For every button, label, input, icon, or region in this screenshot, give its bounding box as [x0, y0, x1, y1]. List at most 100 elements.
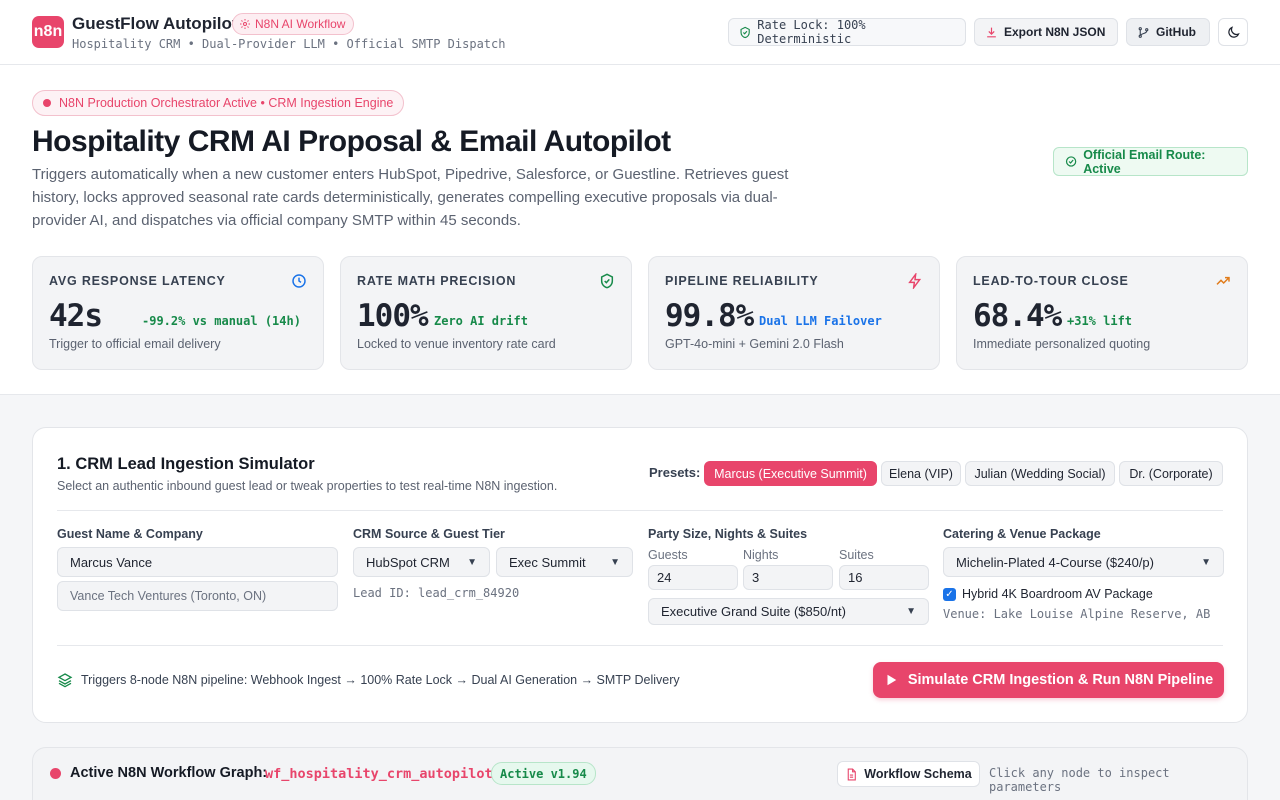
- metric-label: AVG RESPONSE LATENCY: [49, 274, 226, 288]
- preset-elena[interactable]: Elena (VIP): [881, 461, 961, 486]
- catering-value: Michelin-Plated 4-Course ($240/p): [956, 554, 1154, 570]
- orchestrator-status-pill: N8N Production Orchestrator Active • CRM…: [32, 90, 405, 116]
- pipeline-note-text: Triggers 8-node N8N pipeline: Webhook In…: [81, 673, 680, 687]
- catering-select[interactable]: Michelin-Plated 4-Course ($240/p) ▼: [943, 547, 1224, 577]
- route-status-label: Official Email Route: Active: [1083, 147, 1206, 176]
- crm-simulator-card: 1. CRM Lead Ingestion Simulator Select a…: [32, 427, 1248, 723]
- graph-title: Active N8N Workflow Graph:: [70, 765, 268, 781]
- suite-type-value: Executive Grand Suite ($850/nt): [661, 604, 846, 619]
- preset-marcus[interactable]: Marcus (Executive Summit): [704, 461, 877, 486]
- suites-input[interactable]: 16: [839, 565, 929, 590]
- suite-type-select[interactable]: Executive Grand Suite ($850/nt) ▼: [648, 598, 929, 625]
- metric-value: 100%: [357, 298, 429, 334]
- trending-up-icon: [1216, 276, 1230, 285]
- schema-label: Workflow Schema: [864, 767, 972, 781]
- rate-lock-indicator: Rate Lock: 100% Deterministic: [728, 18, 966, 46]
- preset-dr-corporate[interactable]: Dr. (Corporate): [1119, 461, 1223, 486]
- shield-check-icon: [600, 273, 614, 289]
- graph-status-dot: [50, 768, 61, 779]
- metric-card-reliability: PIPELINE RELIABILITY 99.8% Dual LLM Fail…: [648, 256, 940, 370]
- export-json-button[interactable]: Export N8N JSON: [974, 18, 1118, 46]
- run-pipeline-button[interactable]: Simulate CRM Ingestion & Run N8N Pipelin…: [873, 662, 1224, 698]
- page-description: Triggers automatically when a new custom…: [32, 166, 789, 229]
- simulator-title: 1. CRM Lead Ingestion Simulator: [57, 455, 315, 473]
- logo-text: n8n: [33, 23, 63, 40]
- run-pipeline-label: Simulate CRM Ingestion & Run N8N Pipelin…: [907, 672, 1214, 688]
- shield-check-icon: [740, 26, 750, 38]
- metric-value: 42s: [49, 298, 103, 334]
- crm-source-select[interactable]: HubSpot CRM ▼: [353, 547, 490, 577]
- metric-footnote: Trigger to official email delivery: [49, 337, 221, 351]
- guest-name-input[interactable]: Marcus Vance: [57, 547, 338, 577]
- crm-label: CRM Source & Guest Tier: [353, 527, 505, 541]
- graph-hint: Click any node to inspect parameters: [989, 766, 1170, 794]
- github-button[interactable]: GitHub: [1126, 18, 1210, 46]
- github-label: GitHub: [1156, 25, 1196, 39]
- suites-label: Suites: [839, 548, 874, 562]
- guest-tier-select[interactable]: Exec Summit ▼: [496, 547, 633, 577]
- export-label: Export N8N JSON: [1004, 25, 1106, 39]
- theme-toggle-button[interactable]: [1218, 18, 1248, 46]
- metric-value: 99.8%: [665, 298, 754, 334]
- presets-label: Presets:: [649, 465, 701, 480]
- app-logo: n8n: [32, 16, 64, 48]
- metric-footnote: Immediate personalized quoting: [973, 337, 1151, 351]
- av-package-checkbox[interactable]: ✓ Hybrid 4K Boardroom AV Package: [943, 587, 1153, 601]
- nights-input[interactable]: 3: [743, 565, 833, 590]
- chevron-down-icon: ▼: [467, 556, 477, 568]
- metric-label: LEAD-TO-TOUR CLOSE: [973, 274, 1129, 288]
- top-bar: n8n GuestFlow Autopilot N8N AI Workflow …: [0, 0, 1280, 65]
- metric-value: 68.4%: [973, 298, 1062, 334]
- workflow-schema-button[interactable]: Workflow Schema: [837, 761, 980, 787]
- metric-label: RATE MATH PRECISION: [357, 274, 517, 288]
- workflow-badge: N8N AI Workflow: [232, 13, 355, 35]
- metric-delta: Dual LLM Failover: [759, 314, 882, 328]
- workflow-version-badge: Active v1.94: [491, 762, 596, 785]
- pipeline-note: Triggers 8-node N8N pipeline: Webhook In…: [57, 672, 680, 688]
- lightning-icon: [908, 273, 922, 289]
- check-circle-icon: [1065, 156, 1077, 167]
- clock-icon: [292, 274, 306, 288]
- moon-icon: [1227, 25, 1240, 38]
- guest-label: Guest Name & Company: [57, 527, 203, 541]
- crm-source-value: HubSpot CRM: [366, 554, 450, 570]
- catering-label: Catering & Venue Package: [943, 527, 1101, 541]
- workflow-id: wf_hospitality_crm_autopilot: [265, 766, 493, 782]
- guest-tier-value: Exec Summit: [509, 554, 586, 570]
- party-label: Party Size, Nights & Suites: [648, 527, 808, 541]
- metric-footnote: Locked to venue inventory rate card: [357, 337, 556, 351]
- nights-label: Nights: [743, 548, 779, 562]
- status-dot: [43, 99, 51, 107]
- guests-input[interactable]: 24: [648, 565, 738, 590]
- page-title: Hospitality CRM AI Proposal & Email Auto…: [32, 125, 671, 158]
- lead-id: Lead ID: lead_crm_84920: [353, 586, 520, 600]
- metric-card-latency: AVG RESPONSE LATENCY 42s -99.2% vs manua…: [32, 256, 324, 370]
- metric-card-close-rate: LEAD-TO-TOUR CLOSE 68.4% +31% lift Immed…: [956, 256, 1248, 370]
- divider: [57, 510, 1223, 511]
- chevron-down-icon: ▼: [906, 606, 916, 617]
- layers-icon: [57, 673, 73, 688]
- app-subtitle: Hospitality CRM • Dual-Provider LLM • Of…: [72, 37, 506, 51]
- workflow-graph-card: Active N8N Workflow Graph: wf_hospitalit…: [32, 747, 1248, 800]
- status-label: N8N Production Orchestrator Active • CRM…: [59, 96, 394, 110]
- workflow-badge-label: N8N AI Workflow: [255, 17, 346, 31]
- download-icon: [987, 27, 996, 37]
- hero-section: N8N Production Orchestrator Active • CRM…: [0, 65, 1280, 395]
- app-title: GuestFlow Autopilot: [72, 14, 238, 33]
- metric-delta: Zero AI drift: [434, 314, 528, 328]
- company-input[interactable]: Vance Tech Ventures (Toronto, ON): [57, 581, 338, 611]
- divider: [57, 645, 1223, 646]
- metric-footnote: GPT-4o-mini + Gemini 2.0 Flash: [665, 337, 844, 351]
- file-icon: [847, 768, 857, 780]
- simulator-subtitle: Select an authentic inbound guest lead o…: [57, 479, 558, 493]
- metric-delta: -99.2% vs manual (14h): [142, 314, 301, 328]
- chevron-down-icon: ▼: [1201, 556, 1211, 568]
- chevron-down-icon: ▼: [610, 556, 620, 568]
- av-package-label: Hybrid 4K Boardroom AV Package: [962, 587, 1153, 601]
- guests-label: Guests: [648, 548, 688, 562]
- metric-label: PIPELINE RELIABILITY: [665, 274, 819, 288]
- checkbox-checked-icon: ✓: [943, 587, 956, 601]
- preset-julian[interactable]: Julian (Wedding Social): [965, 461, 1115, 486]
- gear-icon: [240, 19, 250, 29]
- rate-lock-label: Rate Lock: 100% Deterministic: [757, 18, 866, 46]
